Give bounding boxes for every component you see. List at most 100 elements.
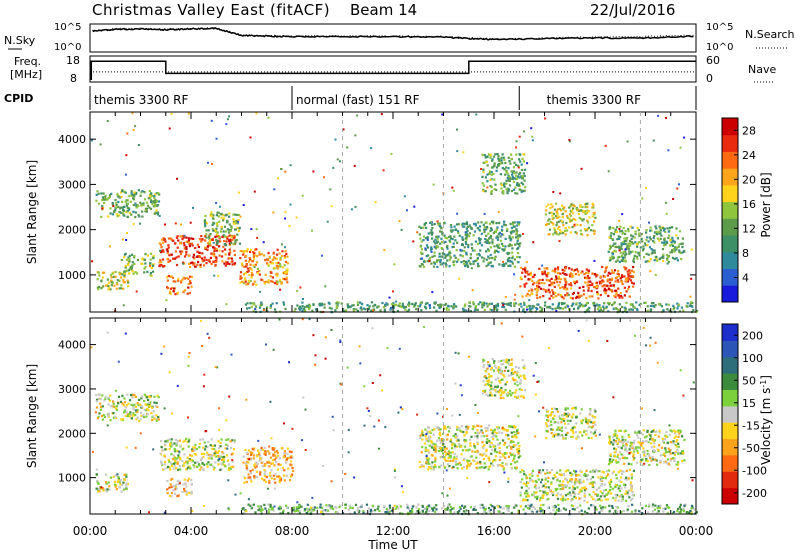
data-cell	[613, 249, 616, 252]
data-cell	[505, 463, 508, 466]
data-cell	[260, 301, 263, 304]
data-cell	[205, 262, 208, 265]
data-cell	[451, 447, 454, 450]
data-cell	[476, 257, 479, 260]
data-cell	[147, 401, 150, 404]
data-cell	[164, 463, 167, 466]
freq-label-1: Freq.	[14, 55, 41, 68]
data-cell	[235, 219, 238, 222]
data-cell	[494, 389, 497, 392]
data-cell	[214, 264, 217, 267]
data-cell	[132, 210, 135, 213]
data-cell	[137, 189, 140, 192]
data-cell	[151, 203, 154, 206]
data-cell	[523, 168, 526, 171]
data-cell	[257, 449, 260, 452]
data-cell	[512, 453, 515, 456]
data-cell	[630, 234, 633, 237]
data-cell	[587, 308, 590, 311]
data-cell	[260, 446, 263, 449]
data-cell	[456, 467, 459, 470]
data-cell	[505, 505, 508, 508]
data-cell	[547, 476, 550, 479]
data-cell	[301, 305, 304, 308]
data-cell	[626, 278, 629, 282]
data-cell	[122, 279, 125, 282]
data-cell	[273, 447, 276, 450]
data-cell	[628, 269, 631, 272]
data-cell	[286, 447, 289, 450]
data-cell	[181, 250, 184, 253]
data-cell	[691, 301, 694, 305]
data-cell	[209, 444, 212, 447]
data-cell	[568, 267, 571, 270]
data-cell	[160, 246, 163, 249]
data-cell	[495, 366, 498, 369]
data-cell	[349, 305, 352, 308]
data-cell	[424, 305, 427, 308]
data-cell	[458, 461, 461, 465]
data-cell	[565, 221, 568, 225]
data-speckle	[456, 212, 459, 215]
data-cell	[413, 305, 416, 308]
data-cell	[520, 189, 523, 192]
data-cell	[504, 245, 507, 248]
data-cell	[479, 506, 482, 509]
data-cell	[168, 442, 172, 445]
data-cell	[426, 506, 429, 509]
data-cell	[558, 225, 561, 228]
data-cell	[469, 257, 472, 260]
data-cell	[141, 190, 144, 193]
data-cell	[116, 279, 119, 282]
data-cell	[680, 242, 683, 245]
data-cell	[505, 179, 508, 182]
data-cell	[434, 458, 437, 461]
data-cell	[118, 279, 121, 282]
data-cell	[523, 376, 526, 379]
data-cell	[409, 510, 412, 513]
data-cell	[501, 248, 504, 251]
data-cell	[310, 509, 313, 512]
data-cell	[503, 223, 506, 226]
data-cell	[503, 467, 506, 470]
data-cell	[557, 302, 560, 306]
data-cell	[564, 470, 567, 473]
data-cell	[187, 445, 190, 448]
data-cell	[662, 309, 665, 312]
data-cell	[512, 378, 515, 381]
data-cell	[153, 401, 156, 404]
data-cell	[306, 508, 309, 511]
data-cell	[628, 278, 631, 281]
data-cell	[453, 443, 456, 446]
data-cell	[311, 506, 314, 509]
data-cell	[320, 302, 323, 305]
data-cell	[507, 260, 510, 263]
data-cell	[108, 281, 111, 284]
data-cell	[583, 210, 586, 213]
data-cell	[564, 226, 567, 230]
data-cell	[298, 512, 301, 515]
data-cell	[571, 209, 574, 212]
data-cell	[477, 432, 480, 435]
data-cell	[484, 389, 487, 392]
data-cell	[123, 274, 126, 277]
data-cell	[282, 456, 285, 459]
data-cell	[513, 230, 516, 233]
data-cell	[447, 308, 450, 311]
data-cell	[308, 307, 311, 311]
data-cell	[577, 208, 580, 211]
data-cell	[437, 223, 440, 226]
data-cell	[584, 474, 587, 477]
data-cell	[465, 263, 468, 266]
data-cell	[140, 411, 143, 414]
data-cell	[505, 170, 508, 174]
data-cell	[433, 448, 436, 451]
data-cell	[188, 262, 191, 265]
data-cell	[360, 505, 363, 508]
data-speckle	[121, 238, 124, 241]
data-cell	[453, 511, 456, 514]
data-cell	[481, 306, 484, 309]
data-cell	[594, 499, 597, 502]
data-cell	[612, 227, 615, 230]
data-cell	[142, 204, 145, 207]
